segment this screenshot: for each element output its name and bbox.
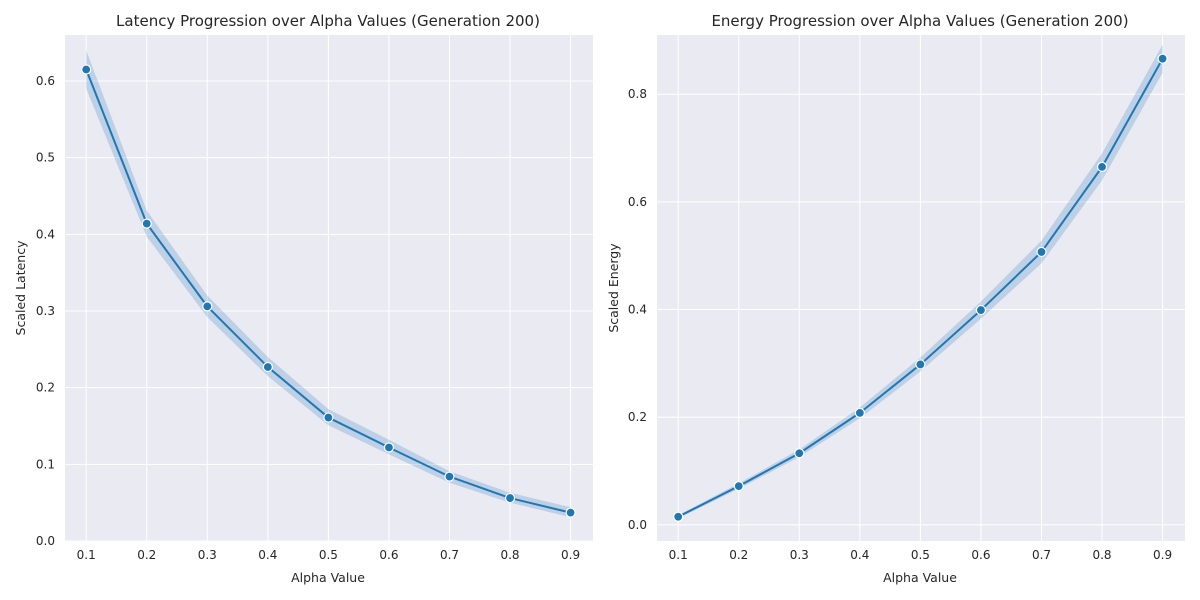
latency-x-tick-label: 0.5	[319, 548, 338, 562]
energy-y-tick-label: 0.0	[628, 518, 647, 532]
latency-data-point	[504, 492, 516, 504]
latency-points	[81, 64, 576, 518]
latency-data-point	[81, 64, 92, 75]
energy-x-tick-label: 0.4	[850, 548, 869, 562]
energy-data-point	[854, 407, 865, 418]
latency-x-axis-label: Alpha Value	[291, 570, 365, 585]
energy-chart-title: Energy Progression over Alpha Values (Ge…	[711, 12, 1128, 30]
latency-plot-area	[65, 35, 593, 541]
energy-x-tick-labels: 0.1 0.2 0.3 0.4 0.5 0.6 0.7 0.8 0.9	[669, 548, 1172, 562]
energy-x-axis-label: Alpha Value	[883, 570, 957, 585]
latency-x-tick-label: 0.6	[379, 548, 398, 562]
energy-data-point	[1157, 53, 1168, 64]
latency-data-point	[323, 412, 334, 423]
energy-x-tick-label: 0.5	[911, 548, 930, 562]
latency-confidence-band	[86, 50, 571, 518]
energy-y-axis-label: Scaled Energy	[606, 243, 621, 333]
latency-y-tick-label: 0.0	[36, 534, 55, 548]
latency-y-tick-label: 0.1	[36, 457, 55, 471]
latency-confidence-band-group	[86, 50, 571, 518]
latency-grid	[65, 35, 593, 542]
latency-y-tick-labels: 0.0 0.1 0.2 0.3 0.4 0.5 0.6	[36, 74, 55, 548]
energy-x-tick-label: 0.2	[729, 548, 748, 562]
latency-x-tick-labels: 0.1 0.2 0.3 0.4 0.5 0.6 0.7 0.8 0.9	[77, 548, 580, 562]
energy-points	[673, 53, 1168, 522]
latency-data-point	[444, 471, 455, 482]
energy-y-tick-labels: 0.0 0.2 0.4 0.6 0.8	[628, 87, 647, 532]
energy-plot-area	[657, 35, 1185, 541]
energy-x-tick-label: 0.9	[1153, 548, 1172, 562]
energy-data-point	[975, 304, 987, 316]
latency-y-tick-label: 0.3	[36, 304, 55, 318]
latency-chart: Latency Progression over Alpha Values (G…	[13, 12, 593, 585]
energy-y-tick-label: 0.4	[628, 303, 647, 317]
latency-y-tick-label: 0.5	[36, 151, 55, 165]
latency-data-point	[262, 361, 273, 373]
latency-x-tick-label: 0.9	[561, 548, 580, 562]
latency-x-tick-label: 0.1	[77, 548, 96, 562]
latency-x-tick-label: 0.8	[500, 548, 519, 562]
latency-x-tick-label: 0.2	[137, 548, 156, 562]
energy-data-point	[1036, 246, 1047, 258]
latency-y-tick-label: 0.6	[36, 74, 55, 88]
energy-y-tick-label: 0.2	[628, 410, 647, 424]
latency-y-axis-label: Scaled Latency	[13, 240, 28, 336]
latency-chart-title: Latency Progression over Alpha Values (G…	[116, 12, 540, 30]
energy-x-tick-label: 0.6	[971, 548, 990, 562]
energy-data-point	[794, 448, 805, 459]
energy-data-point	[915, 359, 926, 370]
energy-x-tick-label: 0.3	[790, 548, 809, 562]
energy-chart: Energy Progression over Alpha Values (Ge…	[606, 12, 1185, 585]
energy-x-tick-label: 0.8	[1092, 548, 1111, 562]
latency-data-point	[202, 301, 213, 312]
energy-y-tick-label: 0.6	[628, 195, 647, 209]
latency-data-point	[383, 442, 395, 453]
energy-y-tick-label: 0.8	[628, 87, 647, 101]
latency-data-point	[141, 218, 152, 229]
energy-x-tick-label: 0.7	[1032, 548, 1051, 562]
latency-x-tick-label: 0.7	[440, 548, 459, 562]
latency-y-tick-label: 0.4	[36, 227, 55, 241]
energy-data-point	[733, 480, 744, 492]
latency-data-point	[565, 507, 576, 518]
latency-y-tick-label: 0.2	[36, 381, 55, 395]
latency-x-tick-label: 0.4	[258, 548, 277, 562]
latency-x-tick-label: 0.3	[198, 548, 217, 562]
energy-x-tick-label: 0.1	[669, 548, 688, 562]
energy-data-point	[673, 511, 684, 522]
energy-data-point	[1096, 161, 1108, 172]
